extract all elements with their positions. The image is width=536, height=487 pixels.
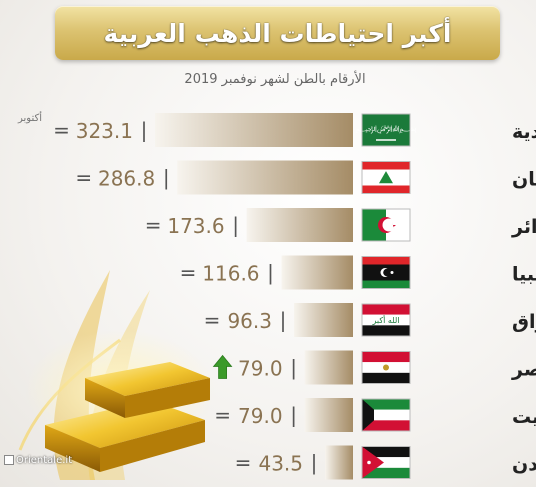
change-indicator: = <box>145 213 162 237</box>
flag-egypt-icon <box>361 351 411 384</box>
change-indicator: = <box>235 451 252 475</box>
change-indicator: = <box>180 261 197 285</box>
value-label: 79.0 <box>238 404 283 428</box>
separator: | <box>232 213 239 237</box>
change-indicator: = <box>75 166 92 190</box>
category-label: العراق <box>512 311 536 333</box>
watermark: Orientale.it <box>4 455 72 466</box>
chart-subtitle: الأرقام بالطن لشهر نوفمبر 2019 <box>184 72 366 87</box>
bar-row: الكويت 79.0 | = <box>214 398 536 432</box>
bar <box>281 255 353 290</box>
watermark-logo-icon <box>4 455 14 465</box>
up-arrow-icon <box>212 354 233 379</box>
bar-row: ﷽ السعودية 323.1 | = <box>53 113 536 147</box>
category-label: الأردن <box>512 453 536 476</box>
bar-row: الأردن 43.5 | = <box>235 445 536 480</box>
change-indicator: = <box>53 118 70 142</box>
category-label: لبنان <box>512 169 536 191</box>
flag-lebanon-icon <box>361 161 411 194</box>
separator: | <box>267 261 274 285</box>
bar <box>304 398 353 432</box>
category-label: الكويت <box>512 406 536 428</box>
bar-row: الله أكبر العراق 96.3 | = <box>204 303 536 337</box>
category-label: ليبيا <box>512 264 536 286</box>
separator: | <box>280 308 287 332</box>
bar <box>155 113 353 147</box>
change-indicator: = <box>204 308 221 332</box>
value-label: 96.3 <box>227 309 272 333</box>
value-label: 286.8 <box>98 167 155 191</box>
october-note-label: أكتوبر <box>17 111 42 124</box>
svg-text:﷽: ﷽ <box>355 124 417 135</box>
separator: | <box>141 118 148 142</box>
change-indicator: = <box>214 403 231 427</box>
svg-text:الله أكبر: الله أكبر <box>372 315 400 325</box>
value-label: 116.6 <box>202 262 259 286</box>
bar <box>177 160 353 195</box>
category-label: مصر <box>511 359 536 381</box>
category-label: الجزائر <box>511 216 536 238</box>
gold-bars-illustration <box>18 270 215 480</box>
bar-row: لبنان 286.8 | = <box>75 160 536 195</box>
value-label: 79.0 <box>238 357 283 381</box>
bar <box>325 445 353 480</box>
bar <box>293 303 353 337</box>
chart-title: أكبر احتياطات الذهب العربية <box>103 18 452 48</box>
flag-libya-icon <box>361 256 411 289</box>
flag-jordan-icon <box>361 446 411 479</box>
flag-saudi-arabia-icon: ﷽ <box>355 113 417 147</box>
separator: | <box>311 451 318 475</box>
flag-kuwait-icon <box>361 398 411 432</box>
title-banner: أكبر احتياطات الذهب العربية <box>55 6 500 60</box>
separator: | <box>290 403 297 427</box>
value-label: 43.5 <box>258 452 303 476</box>
separator: | <box>290 356 297 380</box>
separator: | <box>163 166 170 190</box>
flag-iraq-icon: الله أكبر <box>361 303 411 337</box>
category-label: السعودية <box>512 121 536 143</box>
bar-row: ليبيا 116.6 | = <box>180 255 536 290</box>
bar-row: مصر 79.0 | <box>212 350 536 385</box>
value-label: 173.6 <box>167 214 224 238</box>
bar-row: الجزائر 173.6 | = <box>145 208 536 242</box>
watermark-text: Orientale.it <box>16 455 73 466</box>
bar <box>246 208 353 242</box>
flag-algeria-icon <box>361 208 411 242</box>
bar <box>304 350 353 385</box>
value-label: 323.1 <box>76 119 133 143</box>
